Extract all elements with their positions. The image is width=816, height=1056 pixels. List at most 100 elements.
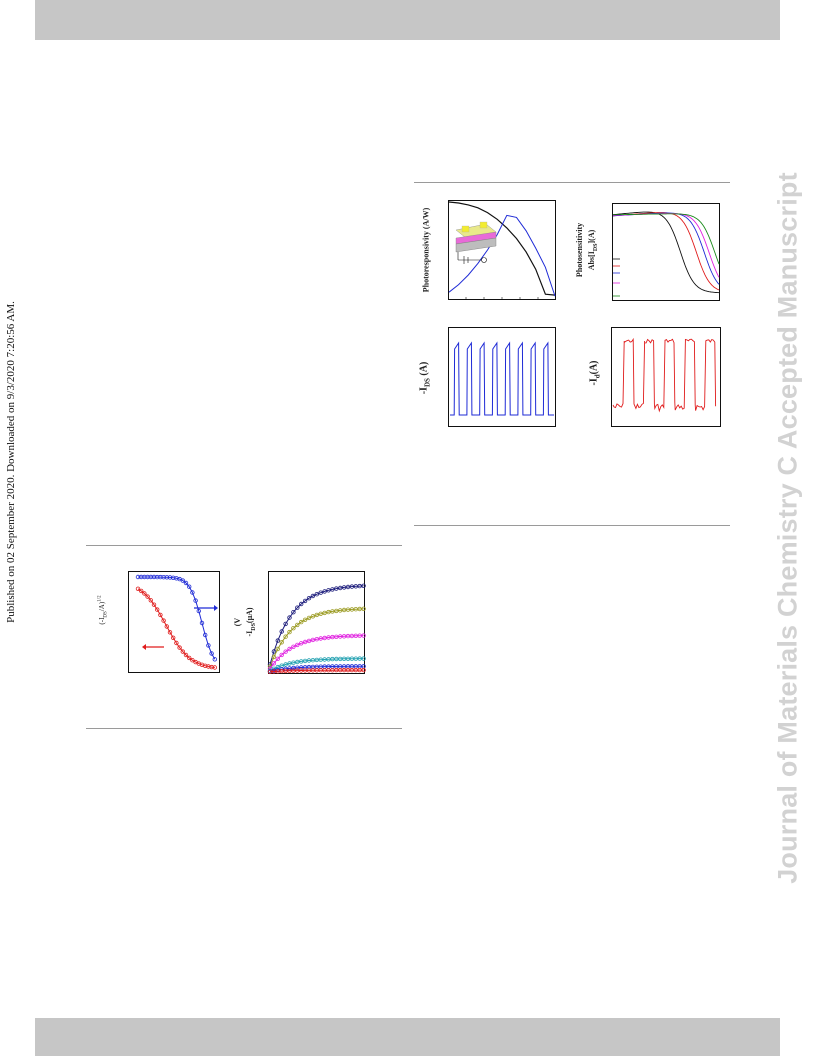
panel-f-navy-marker [291,610,296,615]
panel-f-magenta-marker [275,656,280,661]
panel-e-red-marker [142,591,147,596]
panel-f-navy-marker [271,649,277,654]
panel-b-curve-black [612,211,720,294]
panel-e-red-marker [138,588,144,594]
panel-e-red-marker [164,624,169,629]
panel-a-ticks [465,297,539,300]
panel-f-magenta-marker [271,661,277,666]
panel-f-navy-marker [310,593,316,599]
panel-f-olive-marker [283,634,288,639]
panel-f-magenta-marker [291,644,296,649]
panel-f-magenta-marker [310,637,316,643]
panel-f-navy-marker [326,588,331,593]
figure-bottom-rule [86,545,402,546]
figure-top-rule [414,182,730,183]
panel-f-teal-marker [287,661,292,666]
panel-f-magenta-marker [302,639,308,645]
panel-f-olive-marker [361,606,366,611]
panel-f-plot [267,571,366,674]
panel-e-red-marker [151,602,157,607]
panel-c-plot [448,327,556,427]
panel-f-olive-marker [291,626,296,631]
panel-f-olive-marker [314,612,319,618]
panel-e-red-marker [158,612,163,618]
panel-e-blue-curve [138,576,216,660]
panel-f-teal-marker [283,662,288,667]
panel-e-blue-marker [183,580,189,586]
panel-b-legend-ticks [613,258,620,297]
panel-a-ylabel: Photoresponsivity (A/W) [421,207,431,293]
footer-band [35,1018,780,1056]
panel-f-magenta-curve [269,635,364,670]
panel-f-navy-curve [269,585,364,665]
panel-e-ylabel: (-IDS/A)1/2 [97,595,109,625]
panel-f-olive-marker [318,611,323,616]
panel-a-plot [448,200,556,300]
panel-f-navy-marker [295,605,300,610]
panel-f-teal-curve [269,658,364,672]
publication-note: Published on 02 September 2020. Download… [5,301,17,623]
panel-d-plot [611,327,721,427]
panel-f-olive-marker [326,609,331,615]
panel-f-olive-marker [322,610,327,616]
figure-top-bottom-rule [414,525,730,526]
panel-f-olive-curve [269,608,364,667]
panel-f-olive-marker [287,629,292,635]
panel-f-teal-marker [291,660,296,665]
panel-e-red-marker [183,652,189,658]
panel-e-blue-marker [190,590,195,595]
panel-e-red-marker [148,598,153,603]
panel-e-red-marker [171,635,176,640]
panel-e-red-marker [180,649,185,654]
panel-f-magenta-marker [283,649,288,654]
panel-e-blue-marker [212,657,217,662]
panel-c-switching-curve [450,341,554,416]
panel-f-navy-marker [299,601,304,607]
panel-e-red-marker [190,657,195,663]
panel-c-ylabel: -IDS (A) [418,361,432,395]
panel-f-magenta-marker [299,641,304,646]
panel-e-blue-marker [196,608,201,614]
panel-f-olive-marker [279,640,284,645]
panel-f-teal-marker [361,656,366,661]
panel-f-navy-marker [318,590,323,595]
panel-f-magenta-marker [314,636,319,642]
panel-e-blue-marker [209,651,214,656]
panel-f-navy-marker [306,596,312,601]
accepted-manuscript-watermark: Journal of Materials Chemistry C Accepte… [772,172,803,884]
panel-e-blue-marker [187,584,192,589]
panel-f-olive-marker [302,617,308,622]
panel-f-navy-marker [330,587,335,592]
panel-e-plot [128,571,220,673]
panel-e-red-marker [212,665,217,670]
panel-e-blue-marker [202,632,208,638]
panel-f-magenta-marker [287,646,292,652]
device-schematic-inset [455,221,497,264]
panel-f-olive-marker [299,619,304,625]
panel-e-red-marker [177,645,182,650]
panel-e-red-marker [161,618,166,623]
panel-d-switching-curve [612,337,717,413]
panel-e-blue-marker [148,574,153,580]
panel-f-olive-marker [275,646,280,652]
panel-e-red-marker [135,586,141,591]
panel-f-teal-marker [275,664,280,670]
panel-b-ylabel: Photosensitivity Abs[IDS](A) [575,222,599,278]
panel-e-red-curve [137,588,215,668]
panel-a-blue-curve [448,214,556,297]
panel-f-navy-marker [361,583,366,588]
panel-f-olive-marker [295,622,300,628]
panel-f-navy-marker [275,638,280,643]
header-band [35,0,780,40]
panel-f-olive-marker [310,614,316,619]
panel-d-ylabel: -Id(A) [588,360,602,386]
panel-f-magenta-marker [306,638,312,644]
panel-f-red-curve [269,669,364,673]
panel-f-navy-marker [314,592,319,597]
panel-f-magenta-marker [295,642,300,648]
panel-e-blue-marker [199,620,205,626]
figure-bottom-bottom-rule [86,728,402,729]
panel-e-blue-marker [206,643,211,648]
panel-f-magenta-marker [279,652,284,658]
panel-e-blue-marker [180,578,185,583]
